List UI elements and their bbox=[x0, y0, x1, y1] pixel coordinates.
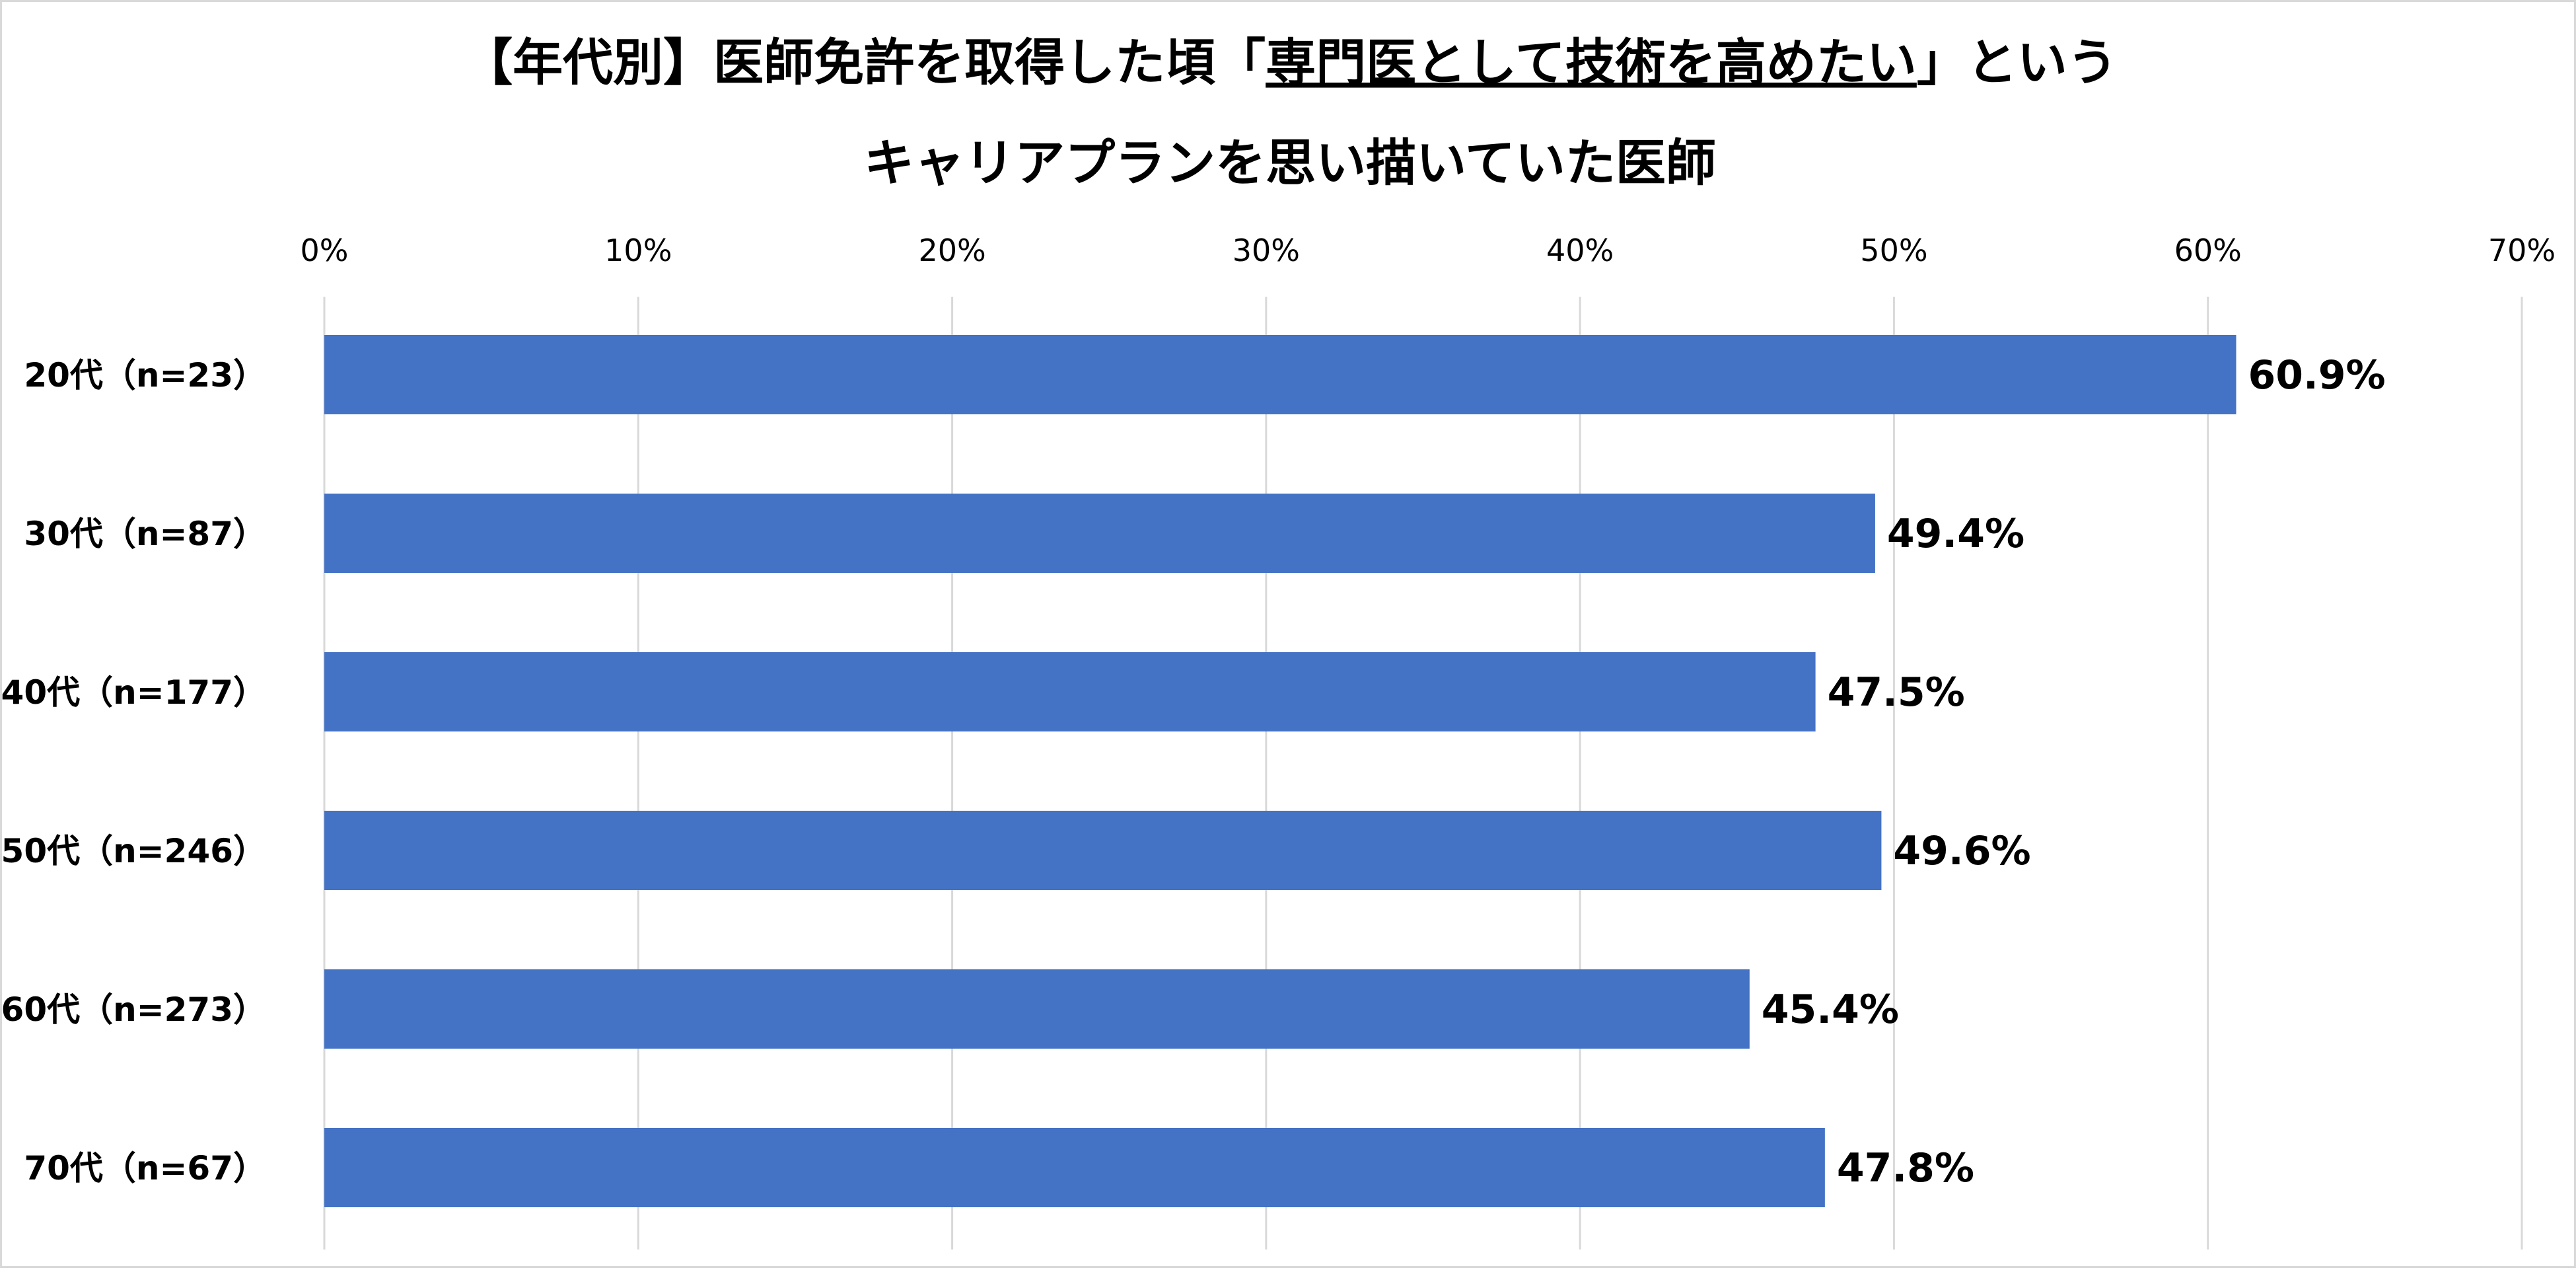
x-tick-label: 30% bbox=[1233, 233, 1300, 268]
bar bbox=[324, 494, 1875, 573]
chart-title-line2: キャリアプランを思い描いていた医師 bbox=[864, 133, 1716, 192]
y-axis-categories: 20代（n=23） 30代（n=87） 40代（n=177） 50代（n=246） 60… bbox=[2, 356, 266, 1187]
bar bbox=[324, 652, 1816, 731]
x-tick-label: 20% bbox=[918, 233, 985, 268]
x-tick-label: 40% bbox=[1546, 233, 1614, 268]
gridlines bbox=[323, 297, 2523, 1250]
category-label: 70代（n=67） bbox=[24, 1149, 266, 1187]
chart-title-prefix: 【年代別】医師免許を取得した頃「 bbox=[462, 33, 1266, 92]
x-tick-label: 60% bbox=[2174, 233, 2242, 268]
category-label: 20代（n=23） bbox=[24, 356, 266, 394]
bar bbox=[324, 969, 1750, 1049]
x-tick-label: 50% bbox=[1860, 233, 1927, 268]
chart-title-suffix: 」という bbox=[1917, 33, 2118, 92]
bar bbox=[324, 811, 1882, 890]
x-axis-ticks: 0% 10% 20% 30% 40% 50% 60% 70% bbox=[301, 233, 2556, 268]
bars bbox=[324, 335, 2236, 1207]
x-tick-label: 0% bbox=[301, 233, 349, 268]
x-tick-label: 10% bbox=[604, 233, 672, 268]
value-label: 49.4% bbox=[1887, 511, 2024, 557]
x-tick-label: 70% bbox=[2488, 233, 2556, 268]
category-label: 60代（n=273） bbox=[2, 990, 266, 1029]
value-label: 47.5% bbox=[1828, 669, 1965, 716]
category-label: 30代（n=87） bbox=[24, 515, 266, 553]
value-label: 47.8% bbox=[1837, 1145, 1974, 1191]
bar bbox=[324, 1128, 1825, 1207]
category-label: 50代（n=246） bbox=[2, 832, 266, 870]
bar bbox=[324, 335, 2236, 414]
value-label: 60.9% bbox=[2248, 352, 2385, 398]
data-labels: 60.9% 49.4% 47.5% 49.6% 45.4% 47.8% bbox=[1762, 352, 2386, 1191]
chart-title-emphasis: 専門医として技術を高めたい bbox=[1266, 33, 1917, 92]
value-label: 45.4% bbox=[1762, 987, 1899, 1033]
value-label: 49.6% bbox=[1893, 828, 2030, 874]
chart-title-line1: 【年代別】医師免許を取得した頃「専門医として技術を高めたい」という bbox=[462, 33, 2118, 92]
category-label: 40代（n=177） bbox=[2, 673, 266, 712]
